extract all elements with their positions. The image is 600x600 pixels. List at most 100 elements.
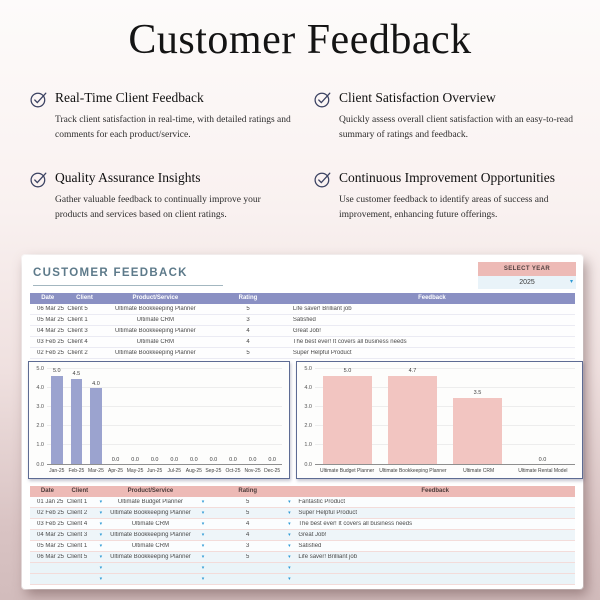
bar-slot: 0.0 xyxy=(510,369,575,464)
table-cell: 04 Mar 25 xyxy=(37,327,65,334)
table-cell: 4 xyxy=(246,327,250,334)
bar-slot: 0.0 xyxy=(204,369,224,464)
table-cell: 5 xyxy=(246,553,250,560)
gridline xyxy=(47,425,282,426)
bar-slot: 3.5 xyxy=(445,369,510,464)
table-cell: Ultimate Bookkeeping Planner xyxy=(110,509,191,516)
dropdown-arrow-icon[interactable]: ▾ xyxy=(288,575,291,582)
dropdown-arrow-icon[interactable]: ▾ xyxy=(201,498,205,505)
table-cell: 01 Jan 25 xyxy=(37,498,64,505)
dropdown-arrow-icon[interactable]: ▾ xyxy=(99,520,103,527)
bar-slot: 5.0 xyxy=(47,368,67,464)
table-cell: 3 xyxy=(246,542,250,549)
table-cell: Ultimate Bookkeeping Planner xyxy=(110,531,191,538)
dropdown-arrow-icon[interactable]: ▾ xyxy=(201,520,205,527)
column-header: Client xyxy=(71,488,89,495)
table-row: 05 Mar 25 Client 1 Ultimate CRM 3 Satisfied xyxy=(30,314,575,326)
data-label: 0.0 xyxy=(268,456,276,463)
bar-slot: 0.0 xyxy=(262,369,282,464)
table-cell: 4 xyxy=(246,520,250,527)
data-label: 0.0 xyxy=(111,456,120,463)
feature-grid: Real-Time Client Feedback Track client s… xyxy=(30,90,586,223)
table-cell: The best ever! It covers all business ne… xyxy=(292,338,407,345)
table-cell: Super Helpful Product xyxy=(298,509,358,516)
dropdown-arrow-icon[interactable]: ▾ xyxy=(288,531,291,538)
table-cell: Client 5 xyxy=(66,553,88,560)
dropdown-arrow-icon[interactable]: ▾ xyxy=(99,553,103,560)
product-rating-bar-chart: 0.0 1.0 2.0 3.0 4.0 5.0 5.0 4.7 3.5 0.0 Ultimate… xyxy=(296,361,583,479)
table-row: ▾ ▾ ▾ xyxy=(30,562,575,574)
dropdown-arrow-icon[interactable]: ▾ xyxy=(201,542,205,549)
bar-slot: 5.0 xyxy=(315,368,380,464)
dropdown-arrow-icon[interactable]: ▾ xyxy=(99,564,103,571)
chevron-down-icon[interactable]: ▾ xyxy=(569,279,573,285)
dropdown-arrow-icon[interactable]: ▾ xyxy=(99,531,103,538)
y-tick-label: 5.0 xyxy=(36,365,44,372)
y-tick-label: 0.0 xyxy=(304,461,312,468)
table-cell: Ultimate CRM xyxy=(136,338,174,345)
table-cell: Fantastic Product xyxy=(298,498,346,505)
table-cell: Ultimate Bookkeeping Planner xyxy=(114,349,196,356)
dropdown-arrow-icon[interactable]: ▾ xyxy=(99,498,103,505)
table-header-row: Date Client Product/Service Rating Feedback xyxy=(30,293,575,304)
dropdown-arrow-icon[interactable]: ▾ xyxy=(201,575,205,582)
check-circle-icon xyxy=(314,91,331,113)
x-axis-labels: Jan-25 Feb-25 Mar-25 Apr-25 May-25 Jun-25 Jul-… xyxy=(47,465,282,476)
data-label: 0.0 xyxy=(209,456,218,463)
dropdown-arrow-icon[interactable]: ▾ xyxy=(288,509,291,516)
table-row: ▾ ▾ ▾ xyxy=(30,573,575,585)
x-tick-label: Aug-25 xyxy=(185,468,202,474)
gridline xyxy=(315,368,575,369)
table-cell: 5 xyxy=(246,349,250,356)
data-label: 0.0 xyxy=(150,456,159,463)
dropdown-arrow-icon[interactable]: ▾ xyxy=(99,575,103,582)
bar-slot: 0.0 xyxy=(184,369,204,464)
check-circle-icon xyxy=(314,171,331,193)
table-cell: Ultimate Budget Planner xyxy=(117,498,183,505)
x-tick-label: Apr-25 xyxy=(108,468,124,474)
table-cell: Life saver! Brilliant job xyxy=(292,305,352,312)
table-cell: Client 4 xyxy=(67,338,88,345)
feedback-summary-table: Date Client Product/Service Rating Feedback … xyxy=(30,293,575,359)
dropdown-arrow-icon[interactable]: ▾ xyxy=(288,542,291,549)
bar xyxy=(70,378,83,464)
table-row: 03 Feb 25 Client 4 ▾ Ultimate CRM ▾ 4 ▾ The bes… xyxy=(30,518,575,530)
bar-slot: 0.0 xyxy=(106,369,126,464)
dropdown-arrow-icon[interactable]: ▾ xyxy=(201,509,205,516)
x-tick-label: Jul-25 xyxy=(167,468,182,474)
sheet-title: CUSTOMER FEEDBACK xyxy=(33,267,188,279)
gridline xyxy=(47,406,282,407)
table-cell: 5 xyxy=(246,498,250,505)
feature-desc: Use customer feedback to identify areas … xyxy=(339,195,549,221)
data-label: 4.5 xyxy=(72,371,81,377)
table-cell: 03 Feb 25 xyxy=(37,338,65,345)
table-cell: 02 Feb 25 xyxy=(37,509,65,516)
y-tick-label: 2.0 xyxy=(304,422,312,429)
gridline xyxy=(47,368,282,369)
year-dropdown[interactable]: 2025 ▾ xyxy=(478,276,576,289)
dropdown-arrow-icon[interactable]: ▾ xyxy=(99,542,103,549)
dropdown-arrow-icon[interactable]: ▾ xyxy=(99,509,103,516)
bar-slot: 0.0 xyxy=(145,369,165,464)
feature-title: Continuous Improvement Opportunities xyxy=(339,170,555,186)
table-cell: Super Helpful Product xyxy=(292,349,352,356)
y-tick-label: 3.0 xyxy=(36,403,44,410)
dropdown-arrow-icon[interactable]: ▾ xyxy=(288,564,291,571)
data-label: 0.0 xyxy=(170,456,179,463)
select-year-widget: SELECT YEAR 2025 ▾ xyxy=(478,262,576,289)
table-cell: Client 3 xyxy=(67,327,88,334)
x-tick-label: Feb-25 xyxy=(68,468,85,474)
dropdown-arrow-icon[interactable]: ▾ xyxy=(288,498,291,505)
x-tick-label: Ultimate CRM xyxy=(463,468,495,474)
dropdown-arrow-icon[interactable]: ▾ xyxy=(288,553,291,560)
table-cell: Ultimate CRM xyxy=(131,542,170,549)
dropdown-arrow-icon[interactable]: ▾ xyxy=(201,564,205,571)
dropdown-arrow-icon[interactable]: ▾ xyxy=(201,553,205,560)
y-tick-label: 1.0 xyxy=(304,442,312,449)
x-tick-label: Ultimate Budget Planner xyxy=(320,468,375,474)
dropdown-arrow-icon[interactable]: ▾ xyxy=(288,520,291,527)
dropdown-arrow-icon[interactable]: ▾ xyxy=(201,531,205,538)
y-tick-label: 4.0 xyxy=(36,384,44,391)
column-header: Product/Service xyxy=(127,488,174,495)
table-cell: 3 xyxy=(246,316,250,323)
